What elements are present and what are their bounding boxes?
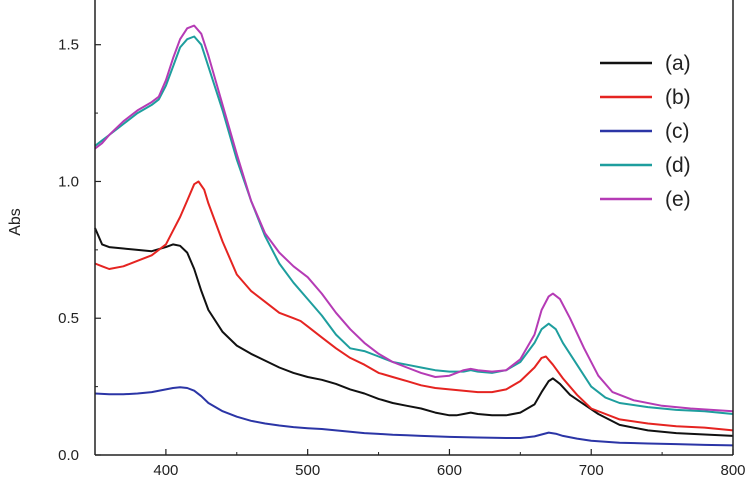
y-tick-label: 0.5	[58, 310, 79, 327]
legend-label-5: (e)	[665, 188, 691, 211]
y-axis-label: Abs	[7, 208, 24, 236]
axes-layer: 400 500 600 700 800 0.0 0.5 1.0 1.5	[58, 0, 746, 479]
legend-label-1: (a)	[665, 52, 691, 75]
y-tick-label: 1.0	[58, 173, 79, 190]
series-line-2	[94, 180, 734, 432]
series-line-3	[94, 386, 734, 447]
x-tick-label: 500	[295, 462, 320, 479]
legend-label-4: (d)	[665, 154, 691, 177]
legend-label-3: (c)	[665, 120, 690, 143]
x-tick-label: 800	[720, 462, 745, 479]
y-tick-label: 1.5	[58, 37, 79, 54]
y-tick-label: 0.0	[58, 447, 79, 464]
legend: (a) (b) (c) (d) (e)	[600, 52, 691, 211]
x-tick-label: 400	[153, 462, 178, 479]
x-tick-label: 700	[579, 462, 604, 479]
series-line-4	[94, 35, 734, 415]
x-tick-label: 600	[437, 462, 462, 479]
series-layer	[94, 24, 734, 447]
series-line-1	[94, 227, 734, 437]
series-line-5	[94, 24, 734, 413]
legend-label-2: (b)	[665, 86, 691, 109]
